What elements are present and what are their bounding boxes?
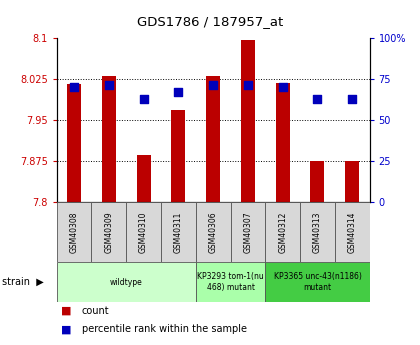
Bar	[310, 161, 324, 202]
Text: ■: ■	[61, 325, 71, 334]
Text: GSM40307: GSM40307	[244, 211, 252, 253]
Point	[314, 96, 321, 101]
Bar	[171, 110, 185, 202]
Text: KP3365 unc-43(n1186)
mutant: KP3365 unc-43(n1186) mutant	[273, 272, 361, 292]
Point	[105, 83, 112, 88]
Bar	[335, 202, 370, 262]
Bar	[102, 76, 116, 202]
Bar	[196, 202, 231, 262]
Text: GSM40309: GSM40309	[104, 211, 113, 253]
Text: percentile rank within the sample: percentile rank within the sample	[82, 325, 247, 334]
Point	[140, 96, 147, 101]
Bar	[57, 262, 196, 302]
Text: GSM40311: GSM40311	[174, 211, 183, 253]
Bar	[196, 262, 265, 302]
Bar	[231, 202, 265, 262]
Bar	[126, 202, 161, 262]
Bar	[345, 161, 359, 202]
Bar	[241, 40, 255, 202]
Bar	[206, 76, 220, 202]
Point	[210, 83, 217, 88]
Text: strain  ▶: strain ▶	[2, 277, 44, 287]
Text: GSM40314: GSM40314	[348, 211, 357, 253]
Text: GSM40313: GSM40313	[313, 211, 322, 253]
Text: GSM40308: GSM40308	[70, 211, 79, 253]
Point	[244, 83, 251, 88]
Text: wildtype: wildtype	[110, 277, 143, 287]
Point	[175, 89, 182, 95]
Text: ■: ■	[61, 306, 71, 315]
Bar	[161, 202, 196, 262]
Point	[349, 96, 356, 101]
Bar	[67, 84, 81, 202]
Text: count: count	[82, 306, 110, 315]
Bar	[92, 202, 126, 262]
Text: KP3293 tom-1(nu
468) mutant: KP3293 tom-1(nu 468) mutant	[197, 272, 264, 292]
Bar	[265, 262, 370, 302]
Text: GSM40306: GSM40306	[209, 211, 218, 253]
Bar	[276, 83, 290, 202]
Point	[71, 85, 77, 90]
Text: GSM40312: GSM40312	[278, 211, 287, 253]
Bar	[136, 155, 151, 202]
Bar	[57, 202, 92, 262]
Text: GSM40310: GSM40310	[139, 211, 148, 253]
Bar	[265, 202, 300, 262]
Point	[279, 85, 286, 90]
Bar	[300, 202, 335, 262]
Text: GDS1786 / 187957_at: GDS1786 / 187957_at	[137, 16, 283, 29]
